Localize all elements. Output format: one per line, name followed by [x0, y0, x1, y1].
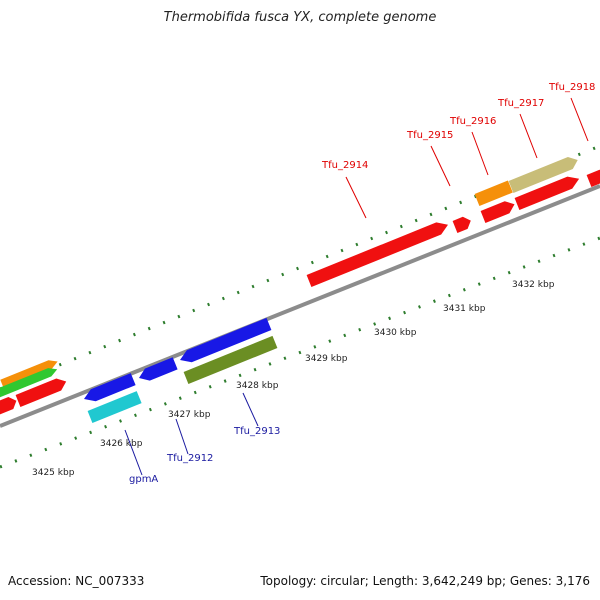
gene-label[interactable]: Tfu_2915 [406, 130, 453, 141]
ruler-label: 3429 kbp [305, 354, 348, 364]
ruler-label: 3430 kbp [374, 328, 417, 338]
feature-left-green[interactable] [0, 368, 58, 398]
gene-leader-line [519, 113, 538, 159]
ruler-labels: 3425 kbp 3426 kbp 3427 kbp 3428 kbp 3429 kbp… [32, 280, 555, 478]
ruler-label: 3431 kbp [443, 304, 486, 314]
gene-leader-line [124, 429, 143, 476]
feature-tfu-2915[interactable] [452, 216, 471, 233]
feature-gpma-cyan[interactable] [87, 391, 142, 423]
ruler-label: 3427 kbp [168, 410, 211, 420]
feature-left-red-a[interactable] [0, 397, 17, 415]
map-title: Thermobifida fusca YX, complete genome [163, 10, 437, 25]
gene-label[interactable]: Tfu_2916 [449, 116, 496, 127]
gene-label[interactable]: Tfu_2914 [321, 160, 368, 171]
ruler-label: 3432 kbp [512, 280, 555, 290]
feature-tfu-2918[interactable] [586, 169, 600, 187]
feature-tfu-2913-olive[interactable] [183, 335, 278, 384]
feature-left-orange[interactable] [0, 360, 58, 389]
feature-left-red-b[interactable] [15, 378, 67, 408]
feature-tfu-2914[interactable] [306, 222, 448, 287]
accession-text: Accession: NC_007333 [8, 574, 145, 588]
ruler-label: 3425 kbp [32, 468, 75, 478]
gene-leader-line [570, 97, 589, 142]
gene-label[interactable]: gpmA [129, 474, 158, 485]
gene-leader-line [242, 392, 259, 427]
gene-label[interactable]: Tfu_2912 [166, 453, 213, 464]
gene-leader-line [345, 176, 367, 219]
feature-gpma-blue[interactable] [84, 373, 136, 402]
feature-tfu-2916-orange[interactable] [474, 180, 513, 207]
gene-leader-line [175, 418, 189, 455]
lower-tick-track [0, 236, 600, 469]
genome-backbone [0, 184, 600, 428]
feature-tfu-2917-khaki[interactable] [508, 157, 578, 193]
feature-tfu-2912[interactable] [139, 357, 178, 381]
genome-summary-text: Topology: circular; Length: 3,642,249 bp… [260, 574, 590, 588]
gene-label[interactable]: Tfu_2913 [233, 426, 280, 437]
ruler-label: 3428 kbp [236, 381, 279, 391]
gene-leader-line [471, 131, 489, 176]
gene-label[interactable]: Tfu_2918 [548, 82, 595, 93]
ruler-label: 3426 kbp [100, 439, 143, 449]
feature-tfu-2913-blue[interactable] [180, 317, 272, 363]
feature-tfu-2917[interactable] [514, 176, 580, 210]
gene-leader-line [430, 145, 451, 187]
gene-label[interactable]: Tfu_2917 [497, 98, 544, 109]
feature-tfu-2916[interactable] [480, 201, 515, 223]
